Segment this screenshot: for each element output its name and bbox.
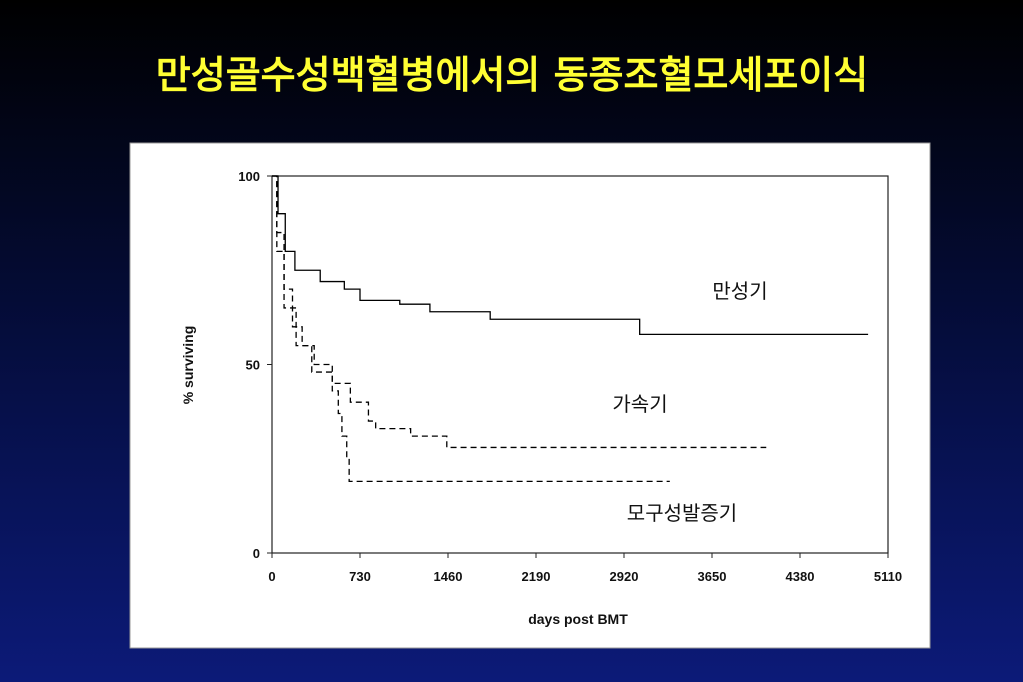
x-tick-label: 1460 xyxy=(434,569,463,584)
x-axis-label: days post BMT xyxy=(528,611,628,627)
y-tick-label: 50 xyxy=(246,358,260,373)
survival-curve xyxy=(272,175,670,483)
x-tick-label: 2190 xyxy=(522,569,551,584)
y-axis-label: % surviving xyxy=(180,326,196,405)
x-tick-label: 4380 xyxy=(786,569,815,584)
x-tick-label: 5110 xyxy=(874,569,902,584)
y-tick-label: 0 xyxy=(253,546,260,561)
x-tick-label: 3650 xyxy=(698,569,727,584)
series-label: 가속기 xyxy=(612,392,667,416)
x-tick-label: 0 xyxy=(268,569,275,584)
survival-curve xyxy=(272,175,869,335)
series-label: 만성기 xyxy=(712,279,767,303)
slide-title: 만성골수성백혈병에서의 동종조혈모세포이식 xyxy=(156,53,868,97)
x-tick-label: 2920 xyxy=(610,569,639,584)
series-label: 모구성발증기 xyxy=(627,501,737,525)
x-tick-label: 730 xyxy=(349,569,371,584)
y-tick-label: 100 xyxy=(238,169,260,184)
chart-panel xyxy=(129,142,931,649)
